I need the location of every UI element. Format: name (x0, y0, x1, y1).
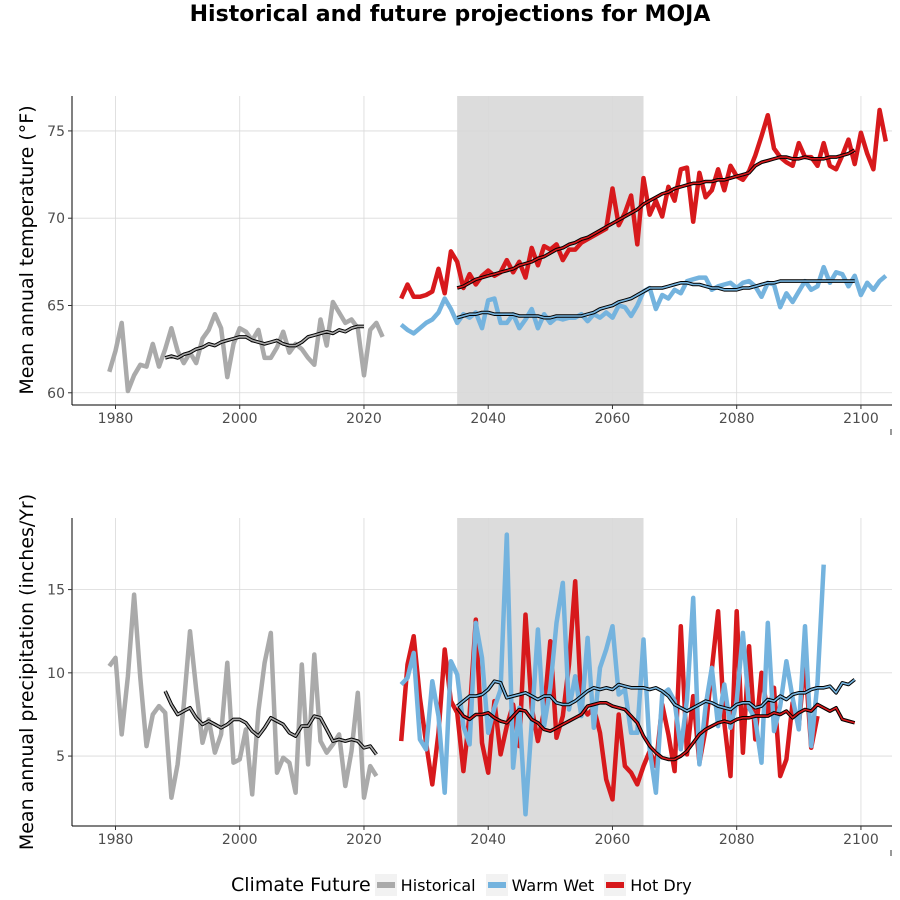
y-tick-label: 10 (47, 666, 65, 682)
x-tick-label: 2100 (843, 411, 879, 427)
x-tick-label: 1980 (98, 411, 134, 427)
x-tick-label: 1980 (98, 832, 134, 848)
trend-line (456, 149, 856, 289)
chart-title: Historical and future projections for MO… (189, 2, 711, 27)
legend-item-hot-dry: Hot Dry (604, 874, 692, 896)
y-axis-title: Mean annual precipitation (inches/Yr) (16, 494, 38, 850)
legend-label-hot-dry: Hot Dry (630, 875, 692, 895)
x-tick-label: 2100 (843, 832, 879, 848)
series-line-historical (107, 299, 385, 394)
y-tick-label: 70 (47, 211, 65, 227)
x-tick-label: 2080 (719, 411, 755, 427)
precipitation-panel: 1980 2000 2020 2040 2060 2080 2100 5 10 15 Mean an… (16, 494, 892, 856)
x-tick-label: 2000 (222, 832, 258, 848)
legend-label-warm-wet: Warm Wet (511, 875, 595, 895)
y-tick-label: 75 (47, 124, 65, 140)
x-tick-label: 2000 (222, 411, 258, 427)
x-tick-label: 2060 (595, 411, 631, 427)
series-line-historical (107, 592, 379, 800)
legend-label-historical: Historical (400, 875, 476, 895)
x-tick-label: 2020 (346, 411, 382, 427)
y-tick-label: 5 (56, 749, 65, 765)
legend-item-warm-wet: Warm Wet (485, 874, 595, 896)
x-tick-label: 2080 (719, 832, 755, 848)
x-tick-label: 2040 (470, 832, 506, 848)
legend-swatch-historical (376, 882, 395, 888)
x-tick-label: 2060 (595, 832, 631, 848)
y-tick-label: 60 (47, 386, 65, 402)
legend-swatch-warm-wet (487, 882, 506, 888)
x-tick-label: 2040 (470, 411, 506, 427)
legend-title: Climate Future (231, 874, 371, 896)
y-tick-label: 65 (47, 298, 65, 314)
legend: Climate Future Historical Warm Wet Hot D… (231, 872, 702, 898)
x-tick-label: 2020 (346, 832, 382, 848)
legend-key-hot-dry (604, 874, 627, 896)
trend-line (164, 690, 378, 755)
legend-swatch-hot-dry (606, 882, 625, 888)
trend-line (164, 325, 364, 359)
y-axis-title: Mean annual temperature (°F) (16, 105, 38, 394)
legend-item-historical: Historical (374, 874, 476, 896)
trend-line (456, 678, 856, 712)
trend-line (456, 701, 855, 761)
legend-key-historical (374, 874, 397, 896)
y-tick-label: 15 (47, 583, 65, 599)
trend-line (456, 280, 855, 319)
legend-key-warm-wet (485, 874, 508, 896)
temperature-panel: 1980 2000 2020 2040 2060 2080 2100 60 65 70 75 Mean… (16, 96, 892, 435)
